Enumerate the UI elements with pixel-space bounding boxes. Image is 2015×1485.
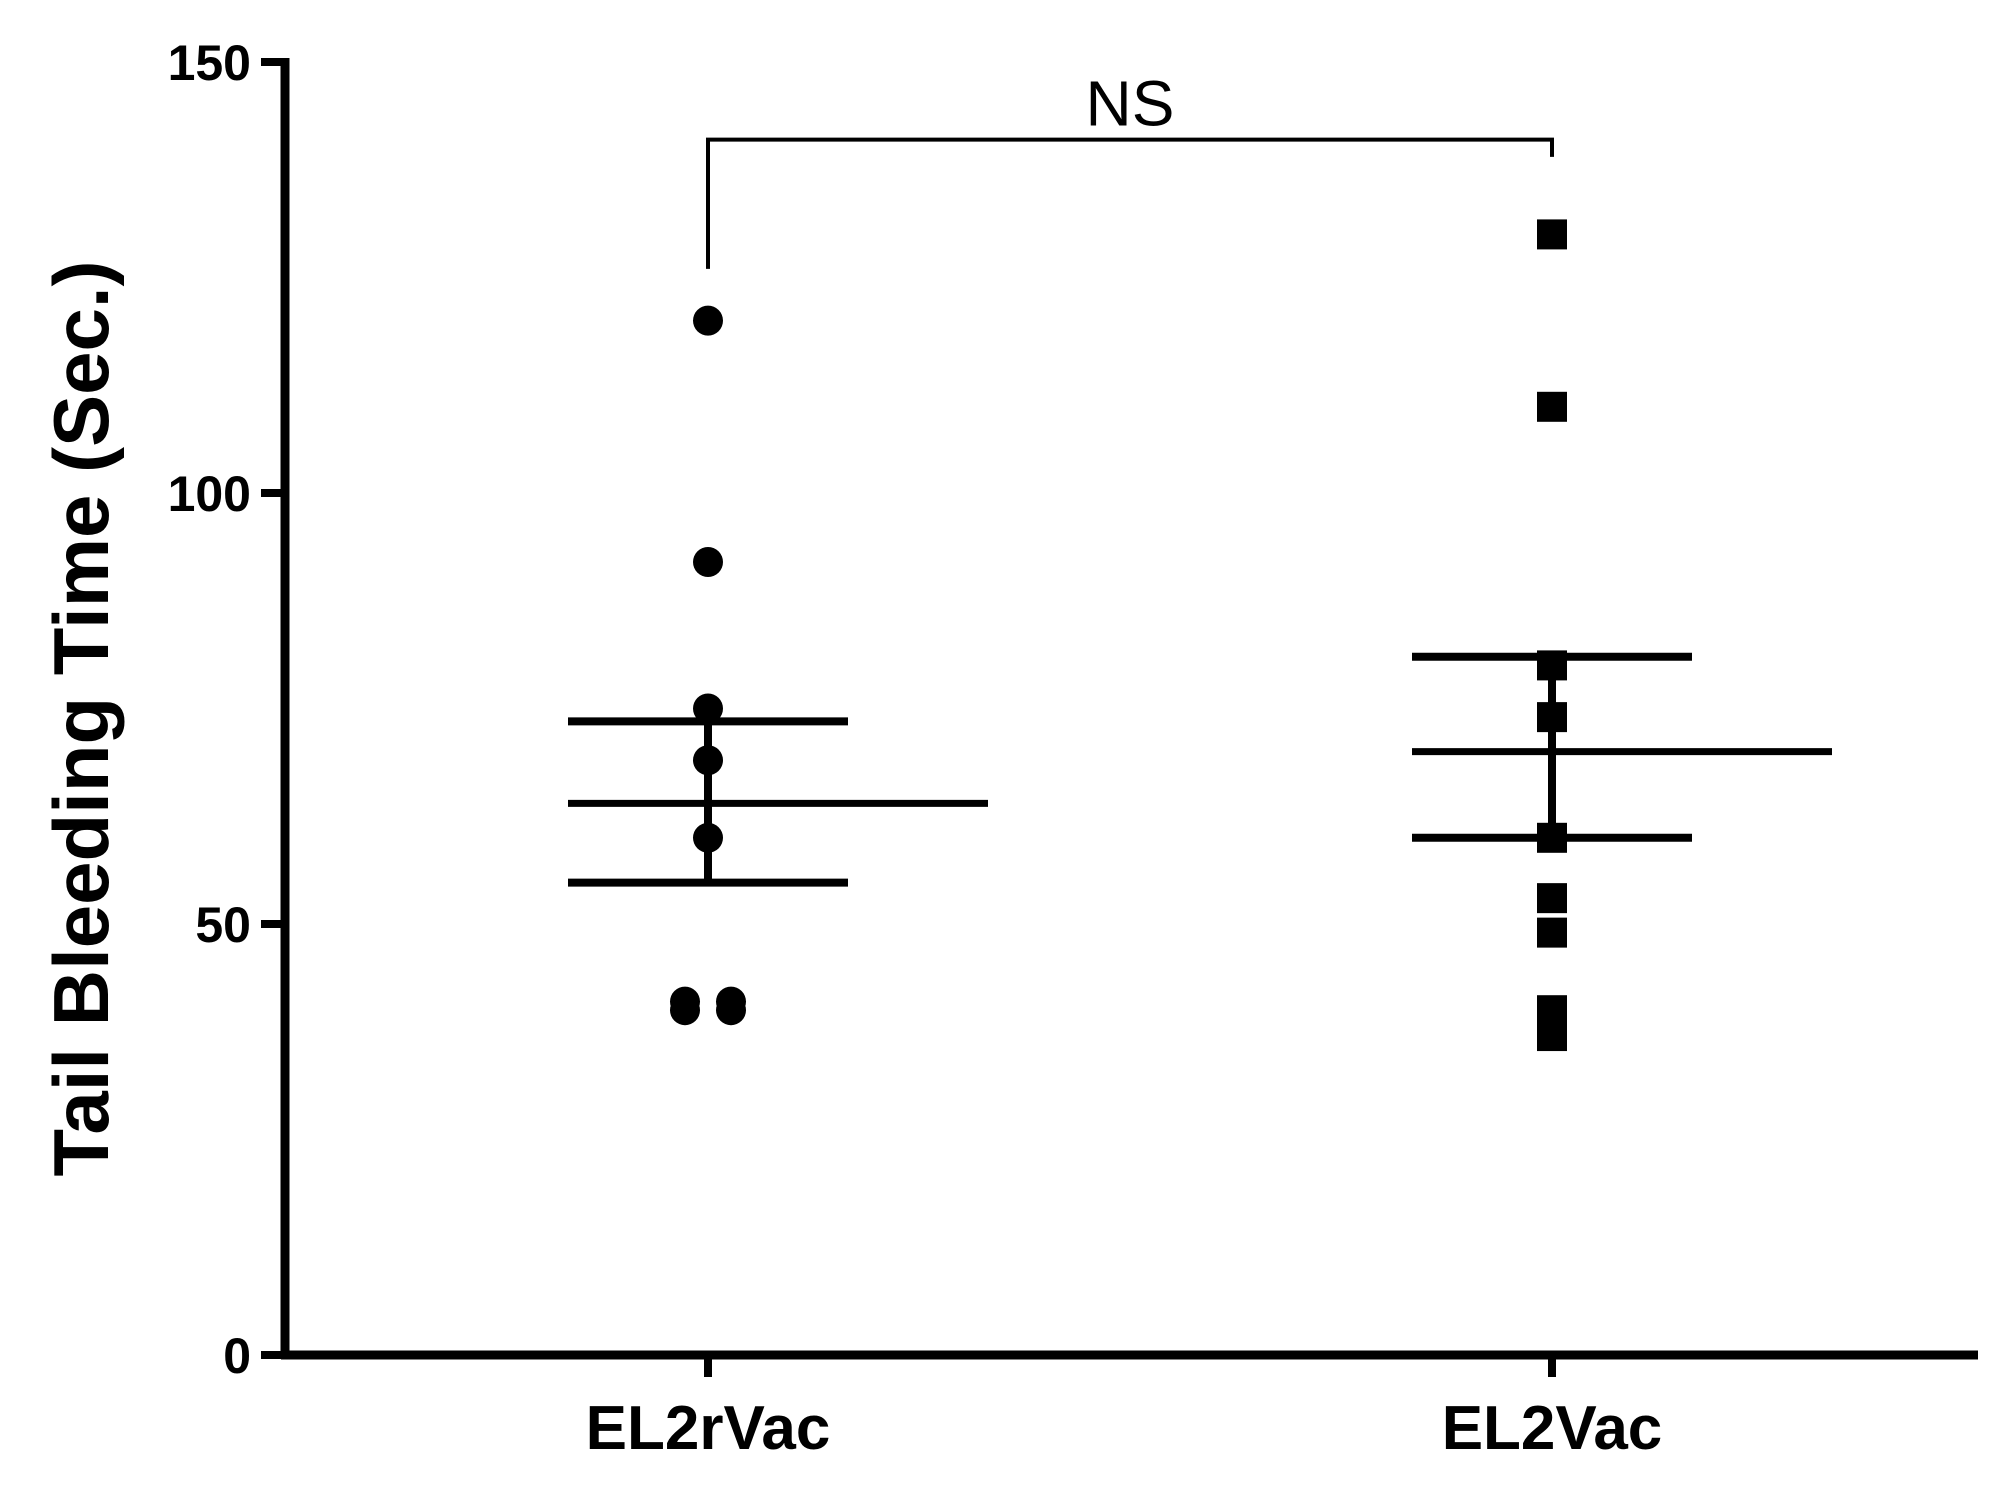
y-tick-label: 50: [195, 897, 251, 953]
data-point-circle: [693, 546, 723, 577]
y-tick-label: 100: [168, 466, 251, 522]
x-tick-label: EL2rVac: [586, 1394, 831, 1463]
x-tick-label: EL2Vac: [1442, 1394, 1663, 1463]
data-point-square: [1537, 883, 1567, 914]
y-axis-label: Tail Bleeding Time (Sec.): [37, 260, 125, 1176]
data-point-square: [1537, 995, 1567, 1026]
data-point-square: [1537, 1021, 1567, 1052]
data-point-circle: [693, 745, 723, 776]
significance-annotation: NS: [706, 68, 1554, 269]
error-bars: [568, 652, 1832, 887]
y-tick-label: 0: [223, 1328, 251, 1384]
x-ticks: EL2rVac EL2Vac: [586, 1355, 1663, 1463]
data-points: [670, 219, 1567, 1052]
data-point-circle: [693, 822, 723, 853]
data-point-circle: [716, 986, 746, 1017]
data-point-square: [1537, 917, 1567, 948]
data-point-square: [1537, 391, 1567, 422]
data-point-circle: [693, 305, 723, 336]
data-point-square: [1537, 702, 1567, 733]
y-ticks: 0 50 100 150: [168, 35, 285, 1384]
significance-bracket: [706, 137, 1554, 269]
data-point-square: [1537, 822, 1567, 853]
significance-label: NS: [1086, 68, 1175, 140]
y-tick-label: 150: [168, 35, 251, 91]
data-point-circle: [670, 995, 700, 1026]
data-point-square: [1537, 650, 1567, 681]
data-point-square: [1537, 219, 1567, 250]
axes: [280, 58, 1978, 1360]
data-point-circle: [693, 693, 723, 724]
